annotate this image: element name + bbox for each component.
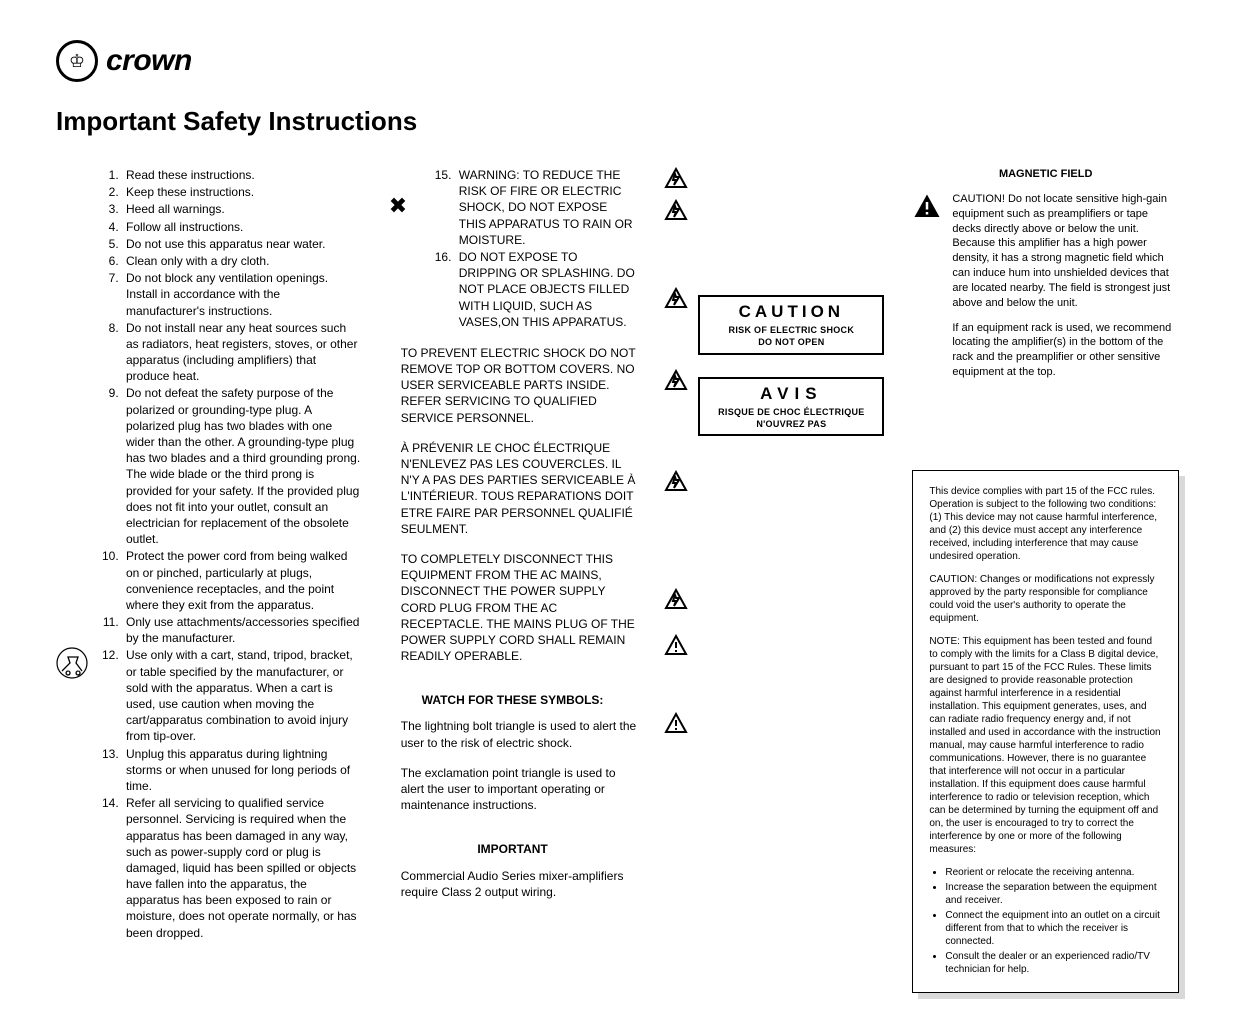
instruction-item: Heed all warnings.: [122, 201, 361, 217]
prevent-shock-text: TO PREVENT ELECTRIC SHOCK DO NOT REMOVE …: [401, 345, 637, 426]
magnetic-field-p1: CAUTION! Do not locate sensitive high-ga…: [952, 192, 1179, 311]
cart-tipover-icon: [56, 647, 88, 683]
avis-sub2: N'OUVREZ PAS: [706, 418, 876, 430]
bolt-triangle-icon: [664, 167, 884, 195]
instruction-item: Only use attachments/accessories specifi…: [122, 614, 361, 646]
instruction-item: Read these instructions.: [122, 167, 361, 183]
bolt-triangle-icon: [664, 199, 884, 227]
instruction-item: Keep these instructions.: [122, 184, 361, 200]
avis-title: AVIS: [706, 383, 876, 406]
instruction-item: Do not block any ventilation openings. I…: [122, 270, 361, 319]
important-title: IMPORTANT: [389, 841, 637, 857]
instruction-item: WARNING: TO REDUCE THE RISK OF FIRE OR E…: [455, 167, 637, 248]
important-text: Commercial Audio Series mixer-amplifiers…: [401, 868, 637, 900]
instruction-item: DO NOT EXPOSE TO DRIPPING OR SPLASHING. …: [455, 249, 637, 330]
fcc-bullet: Increase the separation between the equi…: [945, 881, 1162, 907]
instructions-list-mid: WARNING: TO REDUCE THE RISK OF FIRE OR E…: [425, 167, 637, 331]
instruction-item: Unplug this apparatus during lightning s…: [122, 746, 361, 795]
watch-excl-text: The exclamation point triangle is used t…: [401, 765, 637, 814]
bolt-triangle-icon: [664, 483, 688, 497]
exclamation-triangle-icon: [912, 192, 942, 227]
caution-sub2: DO NOT OPEN: [706, 336, 876, 348]
brand-logo: crown: [56, 40, 1179, 82]
exclamation-triangle-icon: [664, 725, 688, 739]
fcc-bullet: Connect the equipment into an outlet on …: [945, 909, 1162, 948]
fcc-bullet: Reorient or relocate the receiving anten…: [945, 866, 1162, 879]
fcc-p1: This device complies with part 15 of the…: [929, 485, 1162, 563]
watch-bolt-text: The lightning bolt triangle is used to a…: [401, 718, 637, 750]
brand-name: crown: [106, 44, 192, 78]
crown-logo-icon: [56, 40, 98, 82]
fcc-bullets: Reorient or relocate the receiving anten…: [929, 866, 1162, 976]
bolt-triangle-icon: [664, 601, 688, 615]
avis-box: AVIS RISQUE DE CHOC ÉLECTRIQUE N'OUVREZ …: [698, 377, 884, 436]
disconnect-text: TO COMPLETELY DISCONNECT THIS EQUIPMENT …: [401, 551, 637, 664]
caution-box: CAUTION RISK OF ELECTRIC SHOCK DO NOT OP…: [698, 295, 884, 354]
watch-symbols-title: WATCH FOR THESE SYMBOLS:: [389, 692, 637, 708]
instruction-item: Use only with a cart, stand, tripod, bra…: [122, 647, 361, 744]
instruction-item: Do not defeat the safety purpose of the …: [122, 385, 361, 547]
instruction-item: Do not use this apparatus near water.: [122, 236, 361, 252]
fcc-p2: CAUTION: Changes or modifications not ex…: [929, 573, 1162, 625]
page-title: Important Safety Instructions: [56, 106, 1179, 137]
fcc-compliance-box: This device complies with part 15 of the…: [912, 470, 1179, 993]
instruction-item: Refer all servicing to qualified service…: [122, 795, 361, 941]
magnetic-field-p2: If an equipment rack is used, we recomme…: [952, 321, 1179, 380]
magnetic-field-title: MAGNETIC FIELD: [912, 167, 1179, 182]
no-moisture-icon: ✖: [389, 195, 419, 217]
fcc-p3: NOTE: This equipment has been tested and…: [929, 635, 1162, 856]
instruction-item: Clean only with a dry cloth.: [122, 253, 361, 269]
instructions-list-left: Read these instructions.Keep these instr…: [96, 167, 361, 993]
bolt-triangle-icon: [664, 287, 688, 315]
instruction-item: Follow all instructions.: [122, 219, 361, 235]
prevent-shock-text-fr: À PRÉVENIR LE CHOC ÉLECTRIQUE N'ENLEVEZ …: [401, 440, 637, 537]
instruction-item: Protect the power cord from being walked…: [122, 548, 361, 613]
exclamation-triangle-icon: [664, 647, 688, 661]
caution-sub1: RISK OF ELECTRIC SHOCK: [706, 324, 876, 336]
bolt-triangle-icon: [664, 369, 688, 397]
caution-title: CAUTION: [706, 301, 876, 324]
instruction-item: Do not install near any heat sources suc…: [122, 320, 361, 385]
avis-sub1: RISQUE DE CHOC ÉLECTRIQUE: [706, 406, 876, 418]
